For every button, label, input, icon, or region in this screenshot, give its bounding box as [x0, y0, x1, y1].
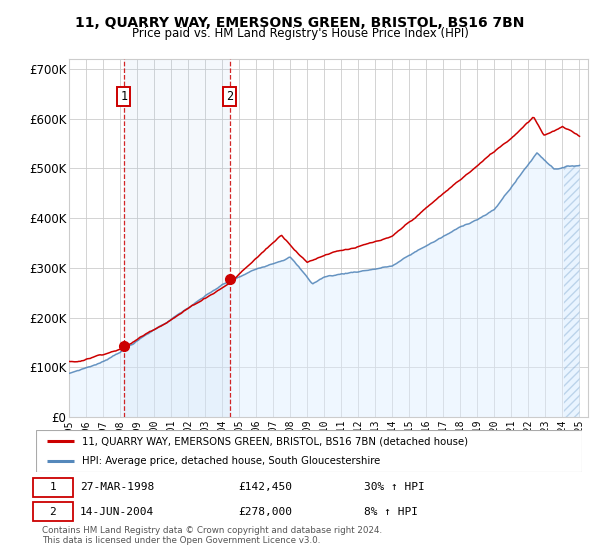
Text: £142,450: £142,450: [238, 482, 292, 492]
Text: 2: 2: [50, 507, 56, 517]
Text: 30% ↑ HPI: 30% ↑ HPI: [364, 482, 424, 492]
Text: 1: 1: [50, 482, 56, 492]
Text: 14-JUN-2004: 14-JUN-2004: [80, 507, 154, 517]
Text: 11, QUARRY WAY, EMERSONS GREEN, BRISTOL, BS16 7BN (detached house): 11, QUARRY WAY, EMERSONS GREEN, BRISTOL,…: [82, 436, 469, 446]
Text: Price paid vs. HM Land Registry's House Price Index (HPI): Price paid vs. HM Land Registry's House …: [131, 27, 469, 40]
Bar: [124, 59, 230, 417]
Text: 11, QUARRY WAY, EMERSONS GREEN, BRISTOL, BS16 7BN: 11, QUARRY WAY, EMERSONS GREEN, BRISTOL,…: [76, 16, 524, 30]
FancyBboxPatch shape: [33, 478, 73, 497]
Text: Contains HM Land Registry data © Crown copyright and database right 2024.
This d: Contains HM Land Registry data © Crown c…: [42, 526, 382, 545]
Text: £278,000: £278,000: [238, 507, 292, 517]
Text: HPI: Average price, detached house, South Gloucestershire: HPI: Average price, detached house, Sout…: [82, 456, 380, 466]
Text: 1: 1: [121, 90, 128, 102]
Text: 8% ↑ HPI: 8% ↑ HPI: [364, 507, 418, 517]
Text: 2: 2: [226, 90, 233, 102]
FancyBboxPatch shape: [33, 502, 73, 521]
Text: 27-MAR-1998: 27-MAR-1998: [80, 482, 154, 492]
